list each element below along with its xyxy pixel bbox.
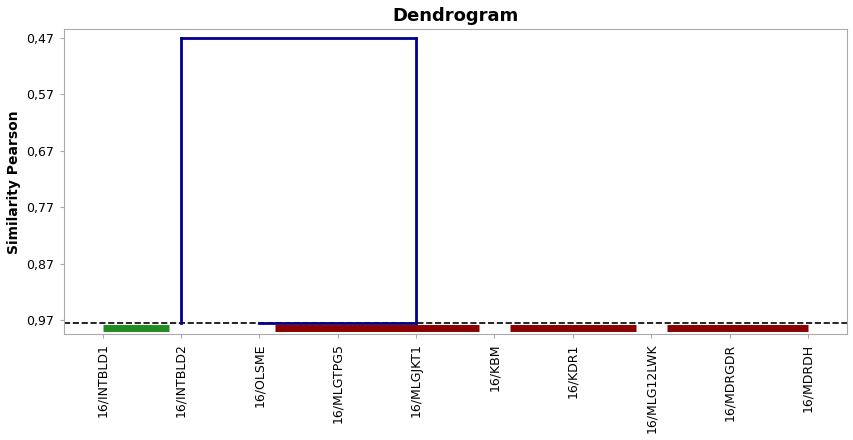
Y-axis label: Similarity Pearson: Similarity Pearson	[7, 110, 21, 253]
Title: Dendrogram: Dendrogram	[392, 7, 518, 25]
